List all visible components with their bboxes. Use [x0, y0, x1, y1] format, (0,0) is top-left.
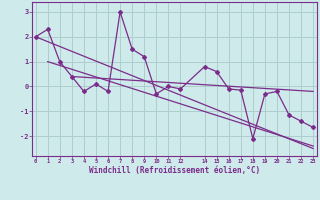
- X-axis label: Windchill (Refroidissement éolien,°C): Windchill (Refroidissement éolien,°C): [89, 166, 260, 175]
